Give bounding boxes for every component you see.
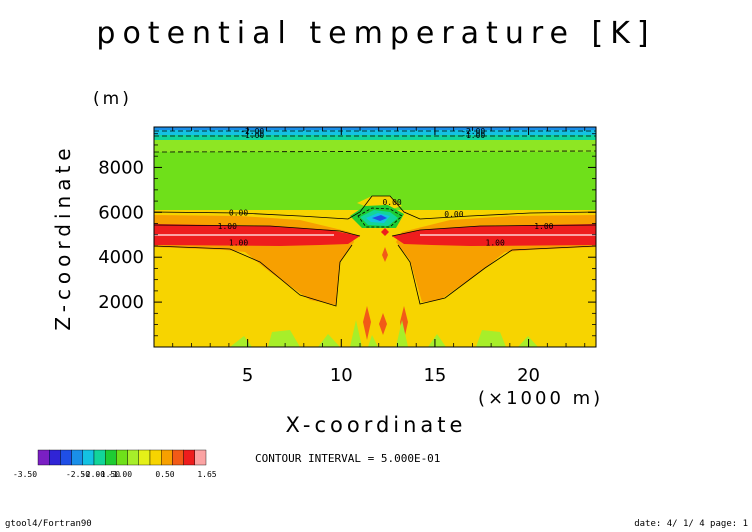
colorbar-label: 1.65 <box>197 470 216 479</box>
contour-line-minus05 <box>153 150 597 153</box>
bump-green-6 <box>396 320 408 347</box>
contour-label: -2.00 <box>461 127 485 136</box>
diamond-orange-3 <box>400 306 408 340</box>
bump-green-1 <box>230 336 252 347</box>
x-tick-label: 5 <box>242 365 253 386</box>
axes: 5 10 15 20 2000 4000 6000 8000 <box>98 127 596 386</box>
contour-label: -1.00 <box>240 131 264 140</box>
x-axis-label: X-coordinate <box>286 413 467 437</box>
colorbar-swatch <box>37 449 50 466</box>
contour-label: 0.00 <box>382 198 401 207</box>
diamond-red-2 <box>382 247 388 262</box>
stripe-lightred-left <box>154 234 334 236</box>
colorbar-swatch <box>93 449 106 466</box>
x-tick-label: 15 <box>423 365 446 386</box>
contour-interval-text: CONTOUR INTERVAL = 5.000E-01 <box>255 452 440 465</box>
contour-line-plus1-lower <box>153 244 597 307</box>
bump-green-2 <box>268 330 300 347</box>
contour-label: 1.00 <box>229 239 248 248</box>
bump-green-8 <box>476 330 506 347</box>
colorbar-swatch <box>194 449 207 466</box>
contour-label: 0.00 <box>229 208 248 217</box>
contour-label: 1.00 <box>486 239 505 248</box>
colorbar-swatch <box>127 449 139 466</box>
contour-label: -2.00 <box>240 127 264 136</box>
contour-line-center <box>357 207 403 228</box>
band-blue <box>154 127 596 130</box>
colorbar-swatch <box>60 449 72 466</box>
y-axis-label: Z-coordinate <box>51 143 75 330</box>
diamond-orange-2 <box>379 313 387 335</box>
x-unit-label: (×1000 m) <box>478 388 603 409</box>
band-green <box>154 135 596 140</box>
colorbar-swatch <box>160 449 173 466</box>
contour-line-plus1-upper <box>153 224 597 237</box>
chart-title: potential temperature [K] <box>96 16 655 51</box>
colorbar-label: -1.50 <box>96 470 120 479</box>
y-tick-label: 2000 <box>98 292 144 313</box>
colorbar <box>37 449 207 466</box>
y-tick-label: 8000 <box>98 157 144 178</box>
colorbar-swatch <box>149 449 162 466</box>
region-center-yellow-cap <box>357 196 402 209</box>
y-tick-label: 6000 <box>98 202 144 223</box>
contour-line-zero <box>153 195 597 220</box>
colorbar-swatch <box>82 449 95 466</box>
bump-green-5 <box>368 335 378 347</box>
colorbar-label: 0.50 <box>155 470 174 479</box>
region-center-blue <box>372 215 387 221</box>
footer-left: gtool4/Fortran90 <box>5 519 92 529</box>
footer-right: date: 4/ 1/ 4 page: 1 <box>634 519 748 529</box>
y-unit-label: (m) <box>93 89 132 109</box>
colorbar-label: -3.50 <box>13 470 37 479</box>
x-tick-label: 10 <box>330 365 353 386</box>
colorbar-swatch <box>183 449 196 466</box>
contour-label: 1.00 <box>218 222 237 231</box>
bump-green-4 <box>350 320 362 347</box>
plot-frame <box>153 126 597 348</box>
colorbar-label: -2.00 <box>81 470 105 479</box>
colorbar-swatch <box>71 449 83 466</box>
contour-lines <box>153 130 597 307</box>
colorbar-swatch <box>172 449 184 466</box>
plot-area: -2.00-1.00 -2.00-1.000.00 0.000.001.00 1.00… <box>153 126 597 348</box>
y-tick-label: 4000 <box>98 247 144 268</box>
colorbar-swatch <box>49 449 61 466</box>
colorbar-label: -1.00 <box>108 470 132 479</box>
contour-labels: -2.00-1.00 -2.00-1.000.00 0.000.001.00 1.00… <box>218 127 554 248</box>
band-lightblue <box>154 129 596 135</box>
colorbar-swatch <box>116 449 128 466</box>
diamond-red-1 <box>381 228 389 236</box>
stripe-lightred-right <box>420 234 596 236</box>
field-lightgreen <box>154 140 596 152</box>
colorbar-labels: -3.50 -2.50-2.00-1.50-1.00 0.50 1.65 <box>13 470 217 479</box>
bump-green-7 <box>428 334 446 347</box>
bump-green-9 <box>518 336 538 347</box>
colorbar-swatch <box>138 449 151 466</box>
bump-green-3 <box>318 334 340 347</box>
contour-label: 0.00 <box>444 210 463 219</box>
x-tick-label: 20 <box>517 365 540 386</box>
contour-label: 1.00 <box>534 222 553 231</box>
diamond-orange-1 <box>363 306 371 340</box>
colorbar-swatch <box>104 449 117 466</box>
contour-label: -1.00 <box>461 131 485 140</box>
colorbar-label: -2.50 <box>66 470 90 479</box>
